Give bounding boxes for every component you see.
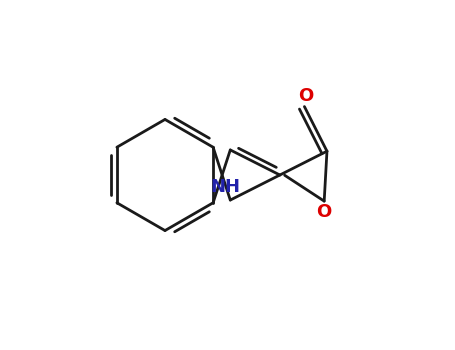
Text: O: O [298,87,314,105]
Text: NH: NH [210,178,240,196]
Text: O: O [317,203,332,221]
